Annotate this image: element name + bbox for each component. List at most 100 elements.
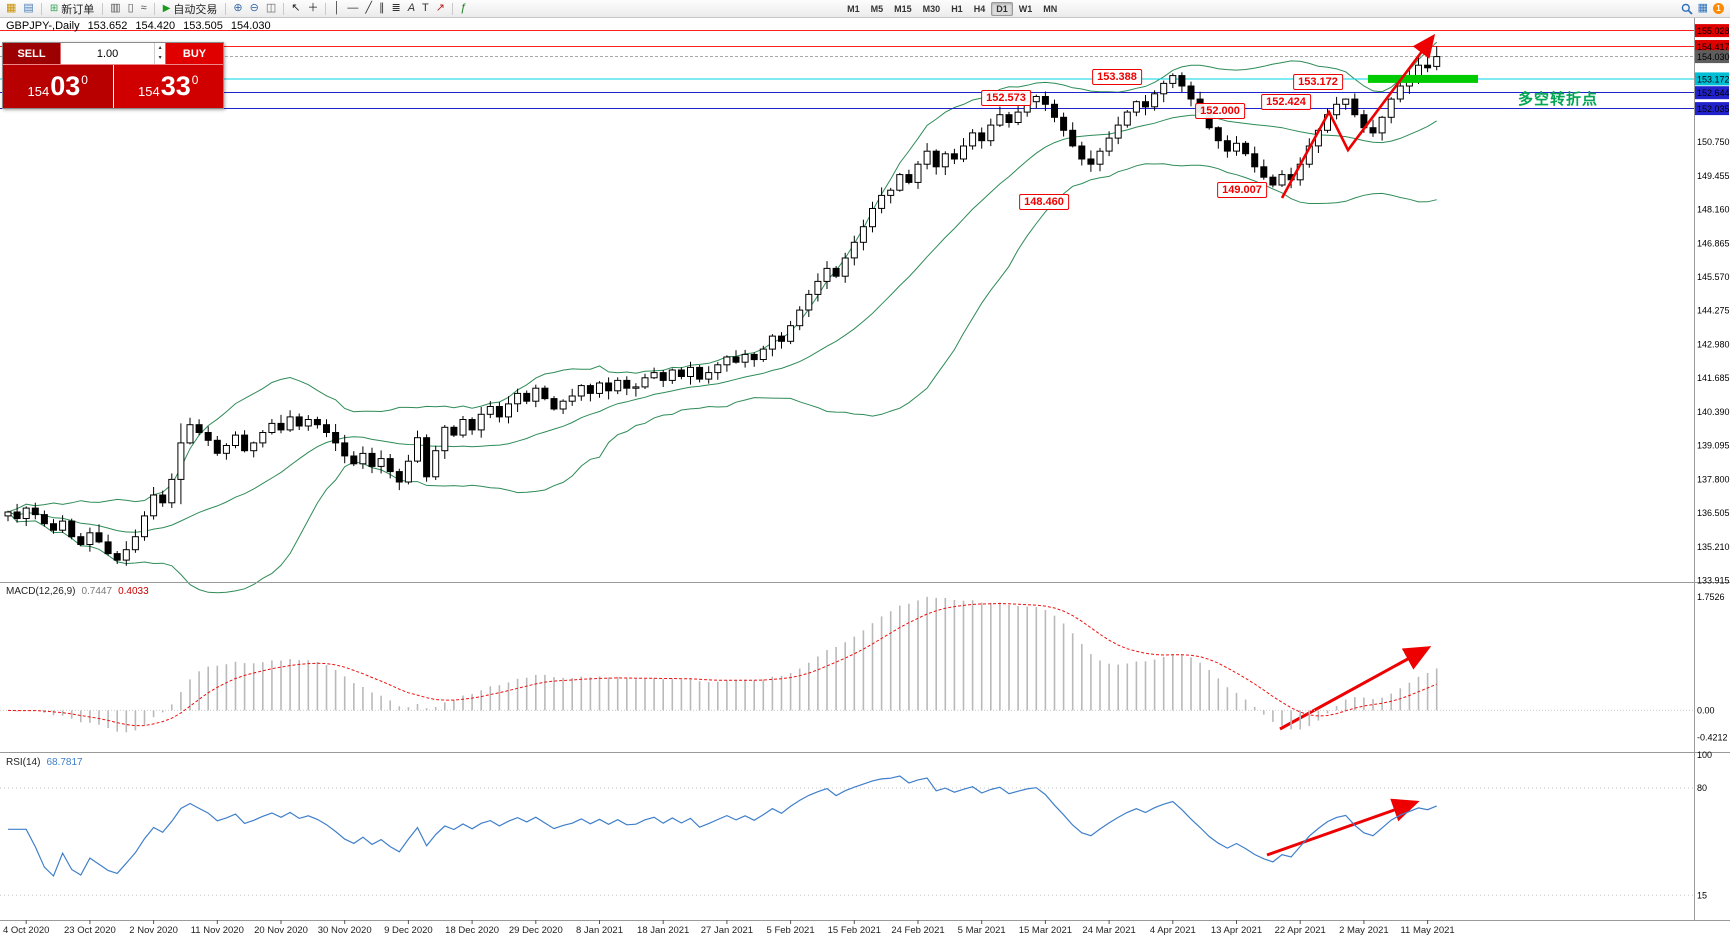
- trend-arrow-main[interactable]: [1280, 33, 1436, 199]
- new-order-button[interactable]: ⊞ 新订单: [46, 1, 98, 16]
- timeframe-m1[interactable]: M1: [842, 2, 865, 16]
- candle-body: [505, 403, 512, 418]
- candlestick-chart-icon[interactable]: ▯: [127, 2, 134, 14]
- arrow-object-icon[interactable]: ↗: [435, 2, 445, 14]
- ohlc-high: 154.420: [135, 20, 176, 32]
- timeframe-h1[interactable]: H1: [946, 2, 968, 16]
- candle-body: [632, 386, 640, 389]
- crosshair-icon[interactable]: ＋: [307, 2, 319, 14]
- price-marker-label: 155.028: [1697, 26, 1730, 36]
- price-axis-label: 140.390: [1697, 407, 1730, 417]
- timeframe-m5[interactable]: M5: [866, 2, 889, 16]
- timeframe-h4[interactable]: H4: [969, 2, 991, 16]
- price-annotation[interactable]: 152.424: [1261, 94, 1311, 110]
- zoom-out-icon[interactable]: ⊖: [249, 2, 259, 14]
- price-marker: [1695, 72, 1729, 86]
- vertical-line-icon[interactable]: │: [333, 2, 341, 14]
- candle-body: [141, 515, 148, 538]
- candle-body: [887, 189, 895, 196]
- indicators-icon[interactable]: ƒ: [460, 2, 467, 14]
- candle-body: [13, 511, 21, 519]
- candle-body: [1169, 75, 1177, 84]
- timeframe-m15[interactable]: M15: [889, 2, 917, 16]
- price-axis-label: 150.750: [1697, 137, 1730, 147]
- price-annotation[interactable]: 153.388: [1092, 69, 1142, 85]
- candle-body: [1151, 93, 1159, 108]
- candle-body: [222, 445, 230, 454]
- sell-price[interactable]: 154 03 0: [3, 65, 114, 108]
- price-marker: [1695, 24, 1729, 38]
- line-chart-icon[interactable]: ≈: [140, 2, 147, 14]
- candle-body: [241, 434, 249, 452]
- price-annotation[interactable]: 149.007: [1217, 182, 1267, 198]
- search-icon[interactable]: [1681, 3, 1693, 15]
- candle-body: [432, 450, 440, 478]
- price-annotation[interactable]: 153.172: [1293, 74, 1343, 90]
- candle-body: [696, 366, 704, 380]
- buy-price[interactable]: 154 33 0: [113, 65, 223, 108]
- zoom-in-icon[interactable]: ⊕: [233, 2, 243, 14]
- timeframe-d1[interactable]: D1: [991, 1, 1013, 16]
- channel-icon[interactable]: ∥: [378, 2, 385, 14]
- candle-body: [987, 124, 995, 142]
- market-watch-icon[interactable]: ▦: [1697, 2, 1708, 14]
- lot-decrease-icon[interactable]: ▾: [158, 54, 162, 61]
- candle-body: [377, 458, 385, 467]
- date-axis-label: 2 Nov 2020: [129, 925, 178, 936]
- candle-body: [550, 398, 558, 410]
- date-axis-label: 29 Dec 2020: [509, 925, 563, 936]
- trend-arrow-macd[interactable]: [1279, 646, 1432, 731]
- toolbar-divider: [452, 2, 453, 15]
- price-axis-label: 145.570: [1697, 272, 1730, 282]
- timeframe-m30[interactable]: M30: [918, 2, 946, 16]
- notification-badge[interactable]: 1: [1713, 3, 1724, 14]
- autotrading-button[interactable]: ▶ 自动交易: [159, 1, 222, 16]
- candle-body: [1187, 85, 1195, 100]
- text-label-icon[interactable]: T: [422, 2, 429, 14]
- pivot-point-label[interactable]: 多空转折点: [1518, 91, 1599, 108]
- price-annotation[interactable]: 152.000: [1195, 103, 1245, 119]
- macd-header: MACD(12,26,9) 0.7447 0.4033: [6, 586, 149, 597]
- candle-body: [104, 541, 112, 555]
- buy-button[interactable]: BUY: [165, 43, 223, 64]
- candle-body: [1269, 176, 1277, 186]
- lot-size-input[interactable]: [61, 43, 155, 64]
- candle-body: [250, 442, 258, 452]
- trend-arrow-rsi[interactable]: [1266, 798, 1420, 857]
- lot-increase-icon[interactable]: ▴: [158, 44, 162, 51]
- chart-profiles-icon[interactable]: ▤: [23, 2, 34, 14]
- candle-body: [1078, 145, 1086, 160]
- sell-price-pips: 03: [50, 71, 81, 101]
- date-axis-label: 18 Dec 2020: [445, 925, 499, 936]
- macd-value-main: 0.7447: [81, 586, 113, 597]
- price-annotation[interactable]: 148.460: [1019, 194, 1069, 210]
- fibonacci-icon[interactable]: ≣: [391, 2, 401, 14]
- cursor-icon[interactable]: ↖: [291, 2, 301, 14]
- text-tool-icon[interactable]: A: [407, 2, 416, 14]
- candle-body: [768, 335, 776, 350]
- new-chart-icon[interactable]: ▦: [6, 2, 17, 14]
- candle-body: [131, 536, 139, 551]
- one-click-trading-panel: SELL ▴ ▾ BUY 154 03 0 154 33 0: [2, 42, 224, 109]
- bar-chart-icon[interactable]: ▥: [110, 2, 121, 14]
- candle-body: [122, 549, 130, 561]
- toolbar-divider: [325, 2, 327, 15]
- timeframe-mn[interactable]: MN: [1038, 2, 1062, 16]
- price-annotation[interactable]: 152.573: [981, 90, 1031, 106]
- candle-body: [596, 382, 603, 394]
- candle-body: [1424, 64, 1432, 69]
- tile-windows-icon[interactable]: ◫: [265, 2, 277, 14]
- new-order-label: 新订单: [61, 3, 95, 16]
- candle-body: [195, 424, 203, 434]
- date-axis-label: 20 Nov 2020: [254, 925, 308, 936]
- candle-body: [1132, 101, 1140, 113]
- sell-button[interactable]: SELL: [3, 43, 61, 64]
- candle-body: [914, 163, 922, 183]
- timeframe-w1[interactable]: W1: [1014, 2, 1038, 16]
- support-zone-bar[interactable]: [1368, 74, 1478, 83]
- date-axis-label: 15 Feb 2021: [828, 925, 881, 936]
- horizontal-line-icon[interactable]: —: [347, 2, 359, 14]
- trendline-icon[interactable]: ╱: [365, 2, 372, 14]
- toolbar-right: ▦ 1: [1681, 1, 1727, 16]
